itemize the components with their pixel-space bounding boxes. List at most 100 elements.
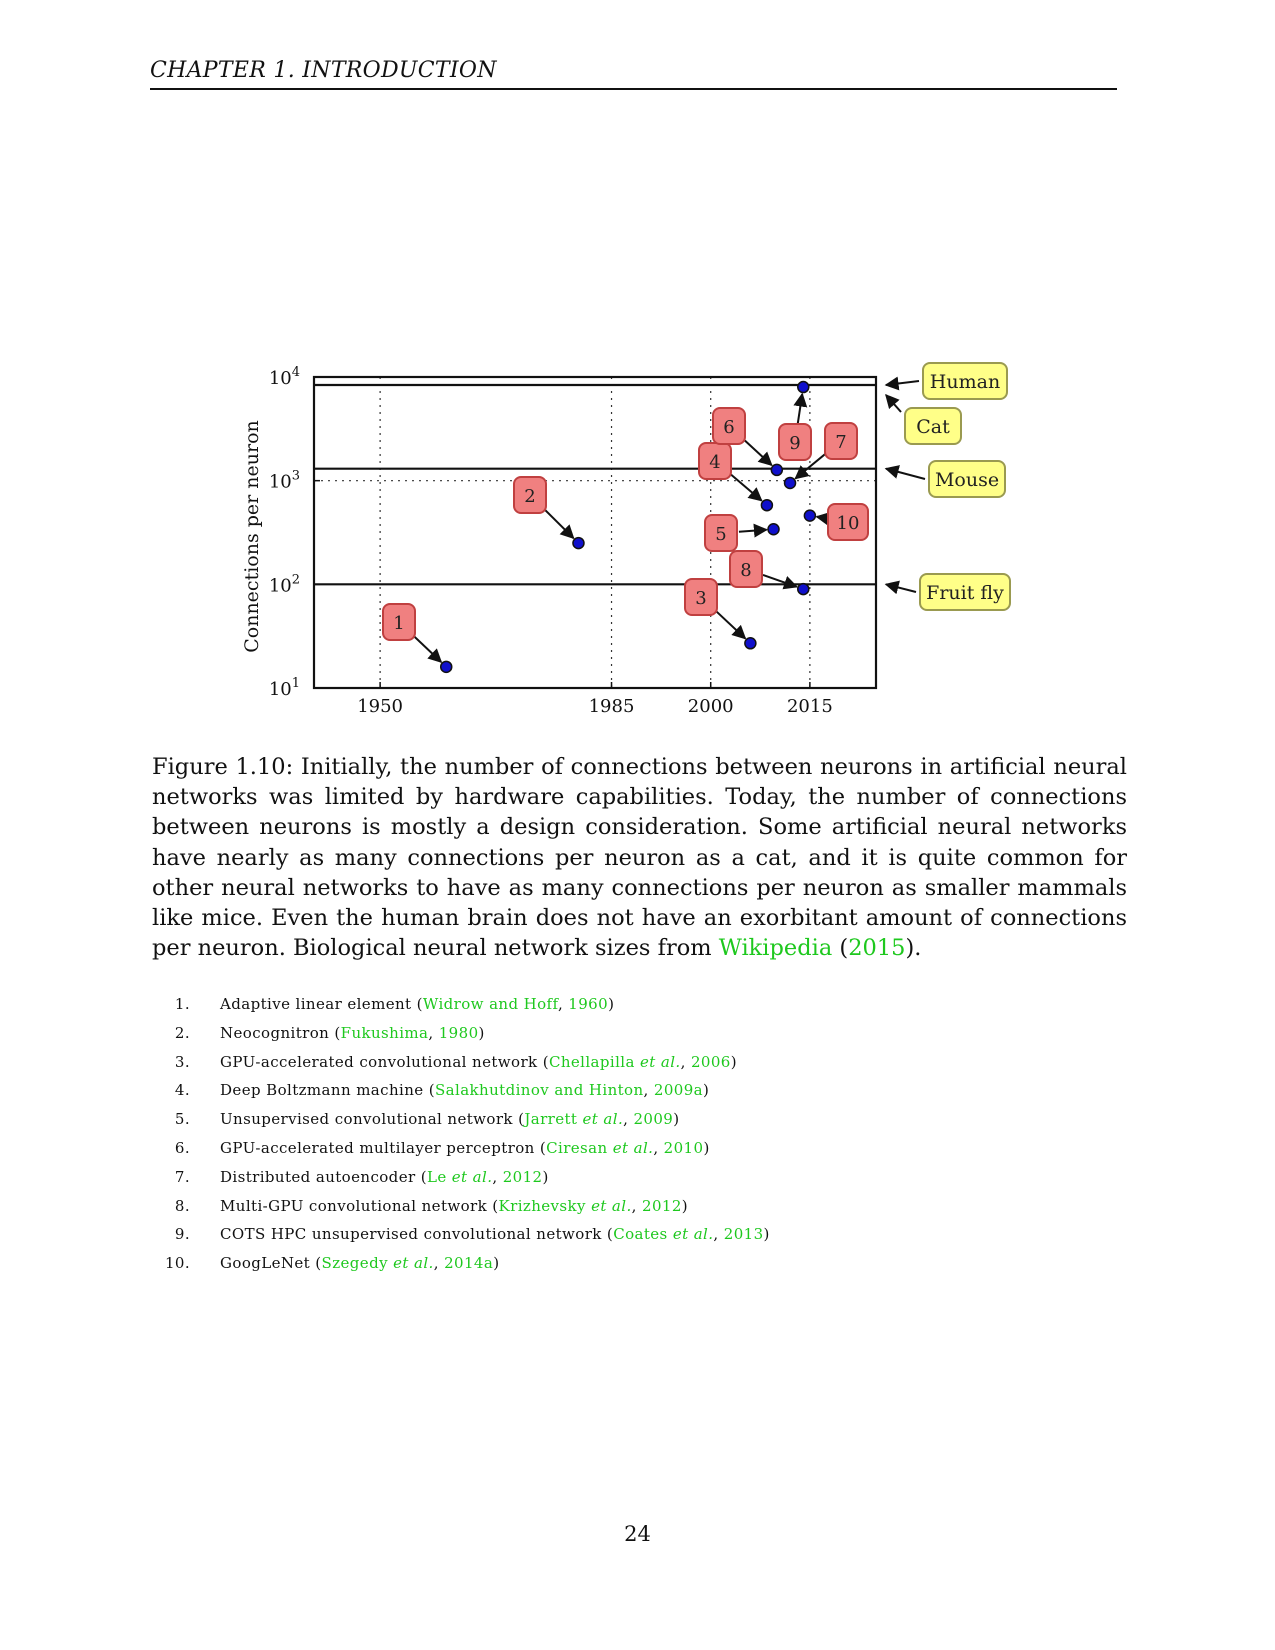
- citation-link[interactable]: Jarrett et al.: [524, 1110, 624, 1129]
- reference-label-box: [904, 407, 962, 445]
- point-label-box: [684, 578, 718, 616]
- data-point: [783, 476, 797, 490]
- point-label-box: [513, 476, 547, 514]
- item-number: 9.: [174, 1225, 190, 1244]
- reference-arrow: [884, 465, 926, 480]
- item-number: 8.: [174, 1196, 190, 1215]
- x-tick-label: 2015: [787, 696, 833, 717]
- reference-label: Fruit fly: [926, 582, 1004, 604]
- reference-arrow: [884, 376, 920, 391]
- citation-year-link[interactable]: 1960: [568, 995, 609, 1013]
- list-item: 7. Distributed autoencoder (Le et al., 20…: [170, 1168, 1070, 1197]
- point-label-box: [704, 514, 738, 552]
- citation-year-link[interactable]: 2014a: [444, 1254, 494, 1273]
- data-point: [797, 582, 810, 596]
- citation-link[interactable]: Le et al.: [426, 1167, 493, 1186]
- citation-link[interactable]: Coates et al.: [613, 1225, 714, 1244]
- citation-year-link[interactable]: 2009a: [653, 1081, 704, 1100]
- item-title: Distributed autoencoder: [220, 1167, 416, 1186]
- reference-label-box: [928, 460, 1006, 498]
- figure-caption: Figure 1.10: Initially, the number of co…: [152, 752, 1127, 963]
- point-label: 9: [789, 433, 800, 454]
- list-item: 5. Unsupervised convolutional network (Ja…: [170, 1110, 1070, 1139]
- citation-year-link[interactable]: 2010: [663, 1138, 704, 1157]
- citation-year-link[interactable]: 2013: [723, 1225, 764, 1244]
- citation-year-link[interactable]: 2009: [633, 1110, 674, 1129]
- list-item: 8. Multi-GPU convolutional network (Krizh…: [170, 1197, 1070, 1226]
- reference-arrow: [885, 393, 902, 413]
- reference-labels: Human Cat Mouse Fruit fly: [884, 362, 1011, 611]
- point-label: 3: [695, 588, 706, 609]
- point-label: 8: [740, 560, 751, 581]
- item-title: COTS HPC unsupervised convolutional netw…: [220, 1225, 602, 1244]
- citation-link[interactable]: Ciresan et al.: [546, 1138, 654, 1157]
- citation-open-paren: (: [839, 935, 849, 962]
- citation-year-link[interactable]: 2012: [642, 1196, 682, 1215]
- point-label: 6: [723, 417, 734, 438]
- item-title: GPU-accelerated multilayer perceptron: [220, 1138, 535, 1157]
- citation-close-paren: ).: [905, 935, 922, 962]
- item-title: Multi-GPU convolutional network: [220, 1196, 488, 1215]
- list-item: 4. Deep Boltzmann machine (Salakhutdinov …: [170, 1081, 1070, 1110]
- data-point: [572, 536, 585, 550]
- data-points: [439, 380, 817, 674]
- item-title: Unsupervised convolutional network: [220, 1110, 513, 1129]
- item-number: 2.: [174, 1023, 190, 1042]
- x-tick-label: 2000: [688, 696, 734, 717]
- citation-year-link[interactable]: 1980: [438, 1023, 479, 1042]
- citation-year-link[interactable]: 2012: [502, 1167, 543, 1186]
- item-number: 10.: [164, 1254, 190, 1273]
- item-title: Adaptive linear element: [220, 995, 412, 1013]
- reference-arrow: [884, 580, 917, 595]
- running-header: CHAPTER 1. INTRODUCTION: [150, 58, 1117, 83]
- item-title: Neocognitron: [220, 1023, 330, 1042]
- item-number: 5.: [174, 1110, 190, 1129]
- point-label: 4: [709, 452, 720, 473]
- point-label-box: [712, 407, 746, 445]
- reference-list: 1. Adaptive linear element (Widrow and Ho…: [165, 995, 1070, 1283]
- annotation-arrow: [793, 392, 808, 425]
- point-label-box: [824, 422, 858, 460]
- citation-link[interactable]: Fukushima: [340, 1023, 429, 1042]
- data-point: [760, 498, 774, 512]
- citation-link[interactable]: Chellapilla et al.: [548, 1052, 681, 1071]
- annotation-arrow: [762, 574, 798, 590]
- annotation-arrow: [713, 608, 747, 640]
- chapter-title: CHAPTER 1. INTRODUCTION: [150, 58, 497, 83]
- data-point: [770, 463, 784, 477]
- item-title: GoogLeNet: [220, 1254, 311, 1273]
- point-labels: 1 2 3 4 5 6 7 8 9 10: [382, 407, 869, 641]
- point-label: 1: [393, 613, 404, 634]
- point-label: 10: [837, 513, 860, 534]
- y-tick-label: 103: [269, 469, 300, 493]
- list-item: 2. Neocognitron (Fukushima, 1980): [170, 1024, 1070, 1053]
- wikipedia-year-link[interactable]: 2015: [848, 935, 906, 962]
- list-item: 1. Adaptive linear element (Widrow and Ho…: [170, 995, 1070, 1024]
- citation-year-link[interactable]: 2006: [690, 1052, 731, 1071]
- annotation-arrow: [794, 451, 828, 480]
- point-label: 5: [715, 524, 726, 545]
- y-axis-label: Connections per neuron: [241, 420, 263, 653]
- citation-link[interactable]: Krizhevsky et al.: [498, 1196, 632, 1215]
- citation-link[interactable]: Szegedy et al.: [321, 1254, 434, 1273]
- citation-link[interactable]: Widrow and Hoff: [422, 995, 558, 1013]
- list-item: 6. GPU-accelerated multilayer perceptron …: [170, 1139, 1070, 1168]
- item-title: GPU-accelerated convolutional network: [220, 1052, 538, 1071]
- y-tick-label: 104: [269, 365, 300, 389]
- wikipedia-link[interactable]: Wikipedia: [718, 935, 833, 962]
- y-tick-label: 101: [269, 676, 300, 700]
- item-number: 6.: [174, 1138, 190, 1157]
- reference-label: Mouse: [935, 469, 999, 491]
- reference-label: Human: [930, 371, 1000, 393]
- point-label-box: [827, 503, 869, 541]
- point-label: 7: [835, 432, 846, 453]
- item-title: Deep Boltzmann machine: [220, 1081, 424, 1100]
- data-point: [439, 660, 453, 674]
- plot-frame: [312, 375, 878, 690]
- figure-label: Figure 1.10:: [152, 754, 294, 780]
- citation-link[interactable]: Salakhutdinov and Hinton: [434, 1081, 644, 1100]
- item-number: 3.: [174, 1052, 190, 1071]
- reference-label: Cat: [916, 416, 950, 438]
